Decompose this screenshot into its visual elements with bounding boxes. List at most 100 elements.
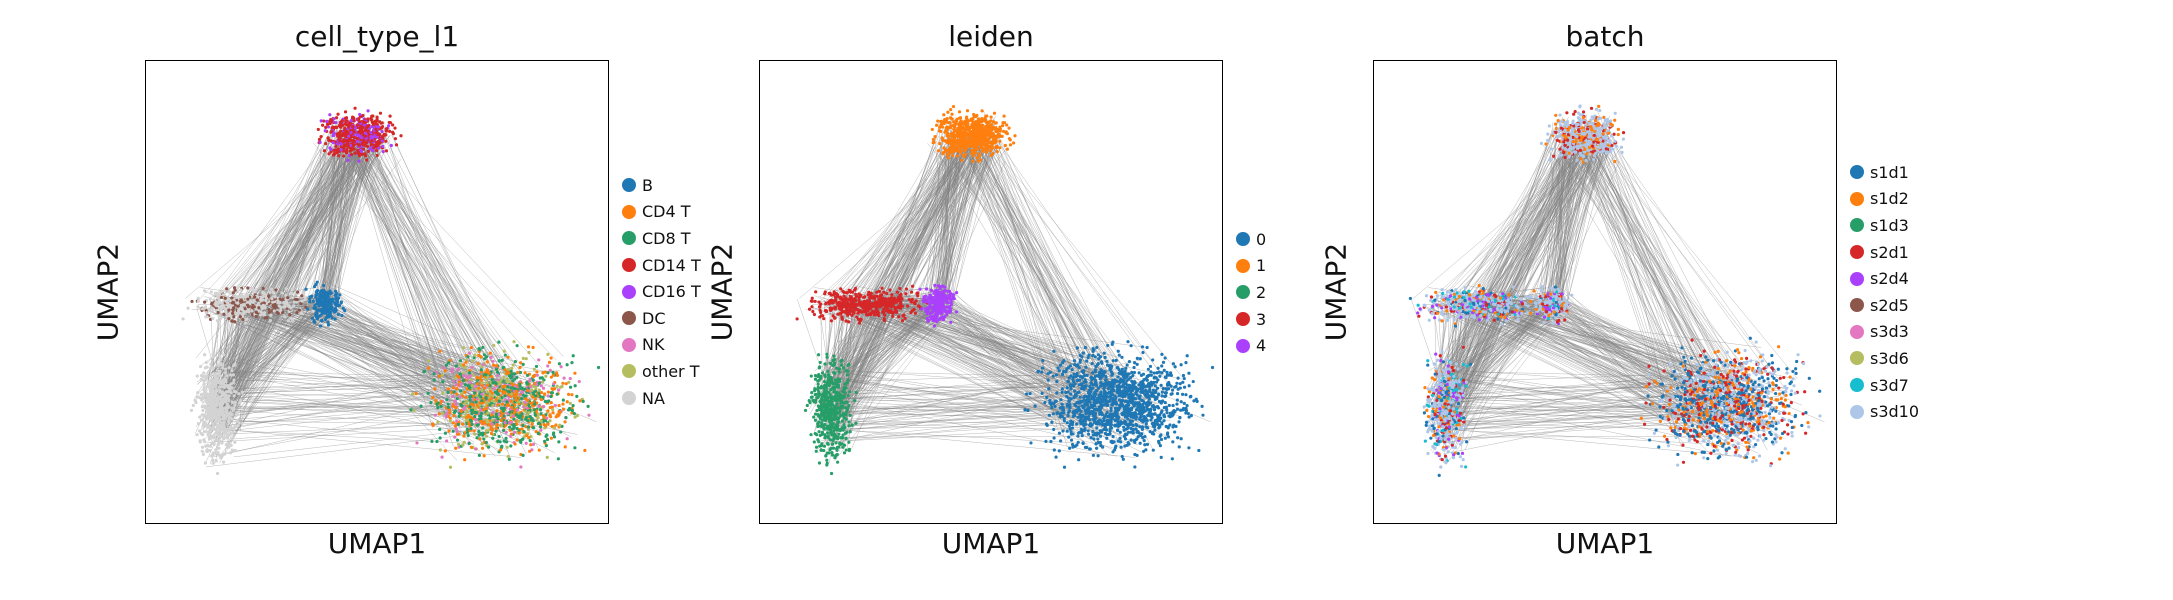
panel-batch: batch UMAP1 UMAP2 s1d1 s1d2 s1d3 s2d1 s2d4 s2…	[1228, 0, 1920, 600]
legend-label: DC	[642, 308, 666, 328]
legend-item: s2d5	[1850, 292, 1919, 319]
legend-label: CD14 T	[642, 255, 701, 275]
legend-label: s1d2	[1870, 189, 1909, 209]
legend-label: NK	[642, 335, 665, 355]
legend-item: NA	[622, 385, 701, 412]
legend-label: s2d1	[1870, 242, 1909, 262]
legend-marker	[622, 284, 636, 299]
neighbor-edges	[797, 110, 1211, 463]
legend-marker	[1236, 312, 1250, 327]
legend-marker	[622, 231, 636, 246]
legend-item: s3d3	[1850, 319, 1919, 346]
umap-scatter	[795, 104, 1215, 476]
legend-label: NA	[642, 388, 665, 408]
legend-marker	[1236, 258, 1250, 273]
legend-item: CD14 T	[622, 252, 701, 279]
legend-marker	[622, 258, 636, 273]
legend-label: s1d1	[1870, 162, 1909, 182]
legend-label: CD8 T	[642, 228, 691, 248]
legend-marker	[1850, 245, 1864, 260]
legend-marker	[622, 364, 636, 379]
point-cluster	[189, 352, 244, 476]
legend-marker	[1850, 298, 1864, 313]
legend-label: 0	[1256, 229, 1267, 249]
point-cluster	[930, 104, 1017, 163]
legend: 0 1 2 3 4	[1236, 226, 1266, 359]
y-axis-label: UMAP2	[1319, 242, 1353, 342]
legend-marker	[622, 311, 636, 326]
point-cluster	[918, 283, 959, 328]
legend-item: 3	[1236, 306, 1266, 333]
legend-label: B	[642, 175, 653, 195]
legend-marker	[1850, 404, 1864, 419]
point-cluster	[181, 284, 316, 325]
legend-item: 1	[1236, 253, 1266, 280]
legend-marker	[1236, 285, 1250, 300]
legend-marker	[622, 178, 636, 193]
y-axis-label: UMAP2	[705, 242, 739, 342]
legend-item: s1d3	[1850, 212, 1919, 239]
legend-marker	[1850, 378, 1864, 393]
legend-label: s1d3	[1870, 215, 1909, 235]
point-cluster	[1408, 283, 1547, 328]
point-cluster	[1639, 336, 1822, 468]
legend-item: s1d1	[1850, 159, 1919, 186]
legend-label: s3d7	[1870, 375, 1909, 395]
legend-marker	[1850, 271, 1864, 286]
legend-item: CD4 T	[622, 199, 701, 226]
legend-label: s3d3	[1870, 322, 1909, 342]
legend-item: s3d6	[1850, 345, 1919, 372]
legend-label: CD16 T	[642, 282, 701, 302]
panel-leiden: leiden UMAP1 UMAP2 0 1 2 3 4	[614, 0, 1267, 600]
legend-label: s3d10	[1870, 402, 1920, 422]
x-axis-label: UMAP1	[1555, 527, 1655, 560]
legend-marker	[1850, 165, 1864, 180]
legend-marker	[1850, 218, 1864, 233]
legend-item: B	[622, 172, 701, 199]
legend-label: s2d4	[1870, 269, 1909, 289]
legend-label: other T	[642, 361, 700, 381]
point-cluster	[1534, 284, 1574, 326]
legend-item: 0	[1236, 226, 1266, 253]
legend-marker	[622, 391, 636, 406]
legend-item: s3d10	[1850, 398, 1919, 425]
legend: B CD4 T CD8 T CD14 T CD16 T DC NK other T NA	[622, 172, 701, 411]
umap-scatter	[1408, 104, 1825, 477]
legend-label: 4	[1256, 336, 1267, 356]
legend-marker	[622, 337, 636, 352]
legend-item: s2d4	[1850, 265, 1919, 292]
umap-scatter	[181, 106, 601, 476]
legend-label: CD4 T	[642, 202, 691, 222]
point-cluster	[1422, 345, 1473, 477]
legend-label: 1	[1256, 256, 1267, 276]
x-axis-label: UMAP1	[327, 527, 427, 560]
point-cluster	[1539, 104, 1626, 164]
legend-item: other T	[622, 358, 701, 385]
legend-item: DC	[622, 305, 701, 332]
legend-label: s3d6	[1870, 348, 1909, 368]
legend-marker	[1850, 324, 1864, 339]
panel-title: batch	[1565, 20, 1645, 53]
legend-item: CD16 T	[622, 278, 701, 305]
neighbor-edges	[1411, 110, 1825, 463]
point-cluster	[304, 280, 347, 328]
plot-area	[145, 60, 609, 524]
point-cluster	[316, 106, 403, 163]
plot-area	[759, 60, 1223, 524]
point-cluster	[1023, 340, 1215, 469]
legend-item: s1d2	[1850, 186, 1919, 213]
point-cluster	[795, 284, 929, 325]
legend-marker	[622, 204, 636, 219]
legend-item: 2	[1236, 279, 1266, 306]
legend-item: NK	[622, 332, 701, 359]
legend-item: CD8 T	[622, 225, 701, 252]
point-cluster	[803, 352, 858, 476]
plot-area	[1373, 60, 1837, 524]
legend-label: s2d5	[1870, 295, 1909, 315]
legend-label: 2	[1256, 282, 1267, 302]
panel-cell-type: cell_type_l1 UMAP1 UMAP2 B CD4 T CD8 T CD14…	[0, 0, 701, 600]
x-axis-label: UMAP1	[941, 527, 1041, 560]
legend-item: s2d1	[1850, 239, 1919, 266]
panel-title: leiden	[948, 20, 1034, 53]
